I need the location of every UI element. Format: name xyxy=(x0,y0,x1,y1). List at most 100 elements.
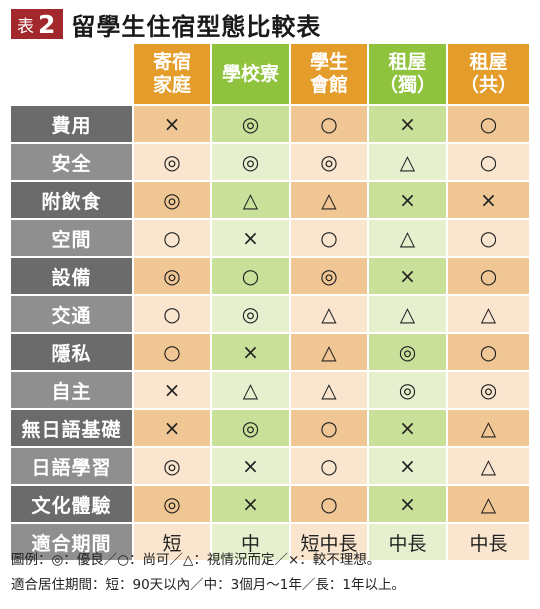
rating-cell-student-hall: △ xyxy=(291,296,369,332)
row-label: 日語學習 xyxy=(11,448,134,484)
row-label: 適合期間 xyxy=(11,524,134,560)
rating-cell-student-hall: ○ xyxy=(291,410,369,446)
rating-cell-school-dorm: ◎ xyxy=(212,296,291,332)
table-row: 費用 × ◎ ○ × ○ xyxy=(11,106,529,144)
table-body: 費用 × ◎ ○ × ○ 安全 ◎ ◎ ◎ △ ○ 附飲食 ◎ △ △ × × 空間 ○ × ○ △ ○ 設備 ◎ ○ ◎ × ○ 交通 ○ ◎… xyxy=(11,106,529,562)
rating-cell-school-dorm: ○ xyxy=(212,258,291,294)
rating-cell-student-hall: ◎ xyxy=(291,144,369,180)
comparison-table: 寄宿 家庭 學校寮 學生 會館 租屋 （獨） 租屋 （共） 費用 × ◎ ○ × ○ 安全 ◎… xyxy=(11,44,529,562)
rating-cell-rent-shared: ○ xyxy=(448,258,529,294)
rating-cell-school-dorm: △ xyxy=(212,372,291,408)
row-label: 安全 xyxy=(11,144,134,180)
table-row: 日語學習 ◎ × ○ × △ xyxy=(11,448,529,486)
rating-cell-rent-single: × xyxy=(369,182,448,218)
rating-cell-homestay: ◎ xyxy=(134,182,212,218)
rating-cell-school-dorm: △ xyxy=(212,182,291,218)
table-row: 適合期間短中短中長 中長 中長 xyxy=(11,524,529,562)
legend-periods: 適合居住期間：短：90天以內／中：3個月～1年／長：1年以上。 xyxy=(11,577,405,593)
table-row: 空間 ○ × ○ △ ○ xyxy=(11,220,529,258)
rating-cell-student-hall: ○ xyxy=(291,448,369,484)
table-number-badge: 表 2 xyxy=(11,9,64,39)
rating-cell-homestay: ◎ xyxy=(134,258,212,294)
table-row: 設備 ◎ ○ ◎ × ○ xyxy=(11,258,529,296)
table-row: 文化體驗 ◎ × ○ × △ xyxy=(11,486,529,524)
table-title-bar: 表 2 留學生住宿型態比較表 xyxy=(11,8,322,41)
rating-cell-student-hall: △ xyxy=(291,334,369,370)
rating-cell-school-dorm: ◎ xyxy=(212,410,291,446)
rating-cell-school-dorm: ◎ xyxy=(212,106,291,142)
row-label: 交通 xyxy=(11,296,134,332)
rating-cell-homestay: ○ xyxy=(134,220,212,256)
rating-cell-school-dorm: × xyxy=(212,220,291,256)
table-row: 附飲食 ◎ △ △ × × xyxy=(11,182,529,220)
row-label: 自主 xyxy=(11,372,134,408)
row-label: 隱私 xyxy=(11,334,134,370)
rating-cell-homestay: ○ xyxy=(134,296,212,332)
row-label: 設備 xyxy=(11,258,134,294)
row-label: 文化體驗 xyxy=(11,486,134,522)
rating-cell-rent-shared: ◎ xyxy=(448,372,529,408)
rating-cell-rent-single: × xyxy=(369,258,448,294)
rating-cell-student-hall: △ xyxy=(291,372,369,408)
badge-number: 2 xyxy=(38,9,56,39)
row-label: 附飲食 xyxy=(11,182,134,218)
column-header-student-hall: 學生 會館 xyxy=(291,44,369,104)
rating-cell-school-dorm: × xyxy=(212,486,291,522)
table-row: 自主 × △ △ ◎ ◎ xyxy=(11,372,529,410)
rating-cell-rent-shared: ○ xyxy=(448,220,529,256)
row-label: 無日語基礎 xyxy=(11,410,134,446)
rating-cell-homestay: ◎ xyxy=(134,144,212,180)
rating-cell-rent-single: 中長 xyxy=(369,524,448,560)
rating-cell-student-hall: ○ xyxy=(291,220,369,256)
rating-cell-rent-single: × xyxy=(369,448,448,484)
rating-cell-student-hall: 短中長 xyxy=(291,524,369,560)
rating-cell-homestay: × xyxy=(134,106,212,142)
rating-cell-rent-single: × xyxy=(369,106,448,142)
rating-cell-rent-single: △ xyxy=(369,144,448,180)
column-header-rent-single: 租屋 （獨） xyxy=(369,44,448,104)
rating-cell-homestay: 短 xyxy=(134,524,212,560)
rating-cell-student-hall: △ xyxy=(291,182,369,218)
table-row: 交通 ○ ◎ △ △ △ xyxy=(11,296,529,334)
badge-label: 表 xyxy=(17,16,34,37)
rating-cell-rent-shared: ○ xyxy=(448,106,529,142)
rating-cell-rent-shared: ○ xyxy=(448,334,529,370)
rating-cell-rent-shared: △ xyxy=(448,410,529,446)
column-header-school-dorm: 學校寮 xyxy=(212,44,291,104)
rating-cell-school-dorm: ◎ xyxy=(212,144,291,180)
rating-cell-rent-single: ◎ xyxy=(369,334,448,370)
column-header-rent-shared: 租屋 （共） xyxy=(448,44,529,104)
rating-cell-student-hall: ○ xyxy=(291,486,369,522)
row-label: 空間 xyxy=(11,220,134,256)
rating-cell-homestay: ◎ xyxy=(134,486,212,522)
rating-cell-student-hall: ◎ xyxy=(291,258,369,294)
table-title: 留學生住宿型態比較表 xyxy=(71,12,322,41)
rating-cell-rent-single: ◎ xyxy=(369,372,448,408)
rating-cell-school-dorm: × xyxy=(212,448,291,484)
rating-cell-rent-shared: ○ xyxy=(448,144,529,180)
rating-cell-homestay: × xyxy=(134,372,212,408)
rating-cell-homestay: ◎ xyxy=(134,448,212,484)
rating-cell-rent-single: △ xyxy=(369,296,448,332)
corner-cell xyxy=(11,44,134,104)
row-label: 費用 xyxy=(11,106,134,142)
rating-cell-school-dorm: 中 xyxy=(212,524,291,560)
rating-cell-homestay: × xyxy=(134,410,212,446)
table-row: 無日語基礎 × ◎ ○ × △ xyxy=(11,410,529,448)
rating-cell-rent-shared: △ xyxy=(448,448,529,484)
rating-cell-rent-shared: × xyxy=(448,182,529,218)
header-row: 寄宿 家庭 學校寮 學生 會館 租屋 （獨） 租屋 （共） xyxy=(11,44,529,106)
rating-cell-rent-shared: △ xyxy=(448,486,529,522)
table-row: 隱私 ○ × △ ◎ ○ xyxy=(11,334,529,372)
rating-cell-rent-shared: △ xyxy=(448,296,529,332)
legend-symbols: 圖例：◎：優良／○：尚可／△：視情況而定／×：較不理想。 xyxy=(11,552,381,568)
column-header-homestay: 寄宿 家庭 xyxy=(134,44,212,104)
rating-cell-student-hall: ○ xyxy=(291,106,369,142)
rating-cell-school-dorm: × xyxy=(212,334,291,370)
rating-cell-rent-single: × xyxy=(369,486,448,522)
table-row: 安全 ◎ ◎ ◎ △ ○ xyxy=(11,144,529,182)
rating-cell-homestay: ○ xyxy=(134,334,212,370)
rating-cell-rent-single: × xyxy=(369,410,448,446)
rating-cell-rent-shared: 中長 xyxy=(448,524,529,560)
rating-cell-rent-single: △ xyxy=(369,220,448,256)
